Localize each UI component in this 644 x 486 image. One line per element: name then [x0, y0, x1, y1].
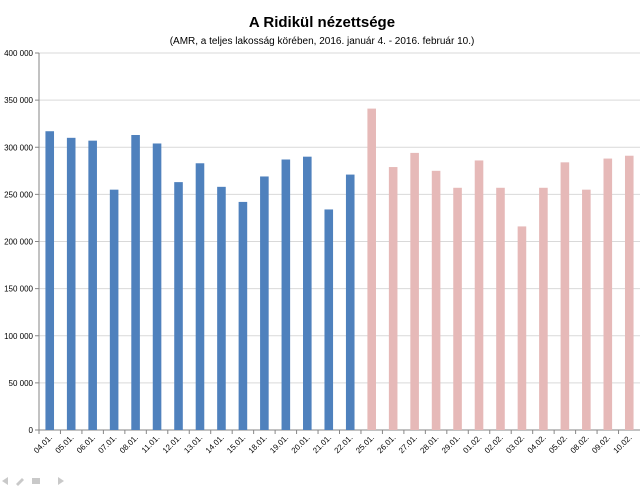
bar-12-01	[174, 182, 183, 430]
bar-10-02	[624, 155, 634, 431]
bar-28-01	[431, 170, 441, 430]
x-tick-label: 01.02.	[461, 433, 483, 455]
menu-icon[interactable]	[32, 478, 40, 484]
bar-21-01	[324, 209, 334, 430]
chart-title: A Ridikül nézettsége	[248, 14, 396, 31]
bar-15-01	[238, 201, 248, 430]
x-tick-label: 26.01.	[375, 433, 397, 455]
bar-08-02	[582, 189, 591, 430]
x-tick-label: 20.01.	[290, 433, 312, 455]
x-tick-label: 09.02.	[590, 433, 612, 455]
bar-29-01	[453, 187, 462, 430]
x-tick-label: 07.01.	[96, 433, 118, 455]
x-tick-label: 25.01.	[354, 433, 376, 455]
bar-11-01	[152, 143, 162, 431]
y-tick-label: 0	[29, 426, 34, 435]
bar-01-02	[474, 160, 484, 430]
x-tick-label: 19.01.	[268, 433, 290, 455]
x-tick-label: 08.01.	[118, 433, 140, 455]
bar-09-02	[603, 158, 613, 430]
x-tick-label: 04.01.	[32, 433, 54, 455]
bar-27-01	[410, 152, 419, 430]
x-tick-label: 05.02.	[547, 433, 569, 455]
chart-subtitle: (AMR, a teljes lakosság körében, 2016. j…	[169, 36, 475, 47]
bar-03-02	[517, 226, 527, 430]
x-tick-label: 15.01.	[225, 433, 247, 455]
bar-26-01	[388, 167, 398, 431]
y-tick-label: 50 000	[9, 379, 34, 388]
x-tick-label: 08.02.	[569, 433, 591, 455]
x-tick-label: 03.02.	[504, 433, 526, 455]
bar-25-01	[367, 108, 376, 431]
y-tick-label: 150 000	[4, 285, 33, 294]
y-tick-label: 300 000	[4, 143, 33, 152]
bar-04-01	[45, 131, 55, 431]
arrow-right-icon[interactable]	[58, 477, 64, 485]
bar-08-01	[131, 134, 140, 430]
bar-14-01	[217, 186, 226, 430]
slideshow-controls	[2, 477, 64, 486]
x-tick-label: 18.01.	[247, 433, 269, 455]
y-tick-label: 350 000	[4, 96, 33, 105]
x-tick-label: 10.02.	[612, 433, 634, 455]
bar-05-02	[560, 162, 570, 430]
x-tick-label: 22.01.	[333, 433, 355, 455]
y-tick-label: 250 000	[4, 190, 33, 199]
x-tick-label: 21.01.	[311, 433, 333, 455]
bar-05-01	[66, 137, 76, 430]
bar-07-01	[109, 189, 119, 430]
arrow-left-icon[interactable]	[2, 477, 8, 485]
bar-02-02	[496, 187, 505, 430]
x-tick-label: 29.01.	[440, 433, 462, 455]
x-tick-label: 14.01.	[204, 433, 226, 455]
bar-20-01	[303, 156, 312, 431]
x-tick-label: 02.02.	[483, 433, 505, 455]
bar-13-01	[195, 163, 205, 430]
x-tick-label: 11.01.	[140, 433, 162, 455]
x-tick-label: 06.01.	[75, 433, 97, 455]
bar-19-01	[281, 159, 291, 430]
y-tick-label: 200 000	[4, 238, 33, 247]
x-tick-label: 05.01.	[54, 433, 76, 455]
x-tick-label: 27.01.	[397, 433, 419, 455]
y-tick-label: 100 000	[4, 332, 33, 341]
pen-icon[interactable]	[16, 478, 24, 486]
x-tick-label: 28.01.	[418, 433, 440, 455]
y-tick-label: 400 000	[4, 49, 33, 58]
bar-18-01	[260, 176, 269, 430]
x-tick-label: 04.02.	[526, 433, 548, 455]
bar-04-02	[539, 187, 548, 430]
bar-06-01	[88, 140, 97, 430]
x-tick-label: 12.01.	[161, 433, 183, 455]
x-tick-label: 13.01.	[182, 433, 204, 455]
bar-22-01	[345, 174, 355, 430]
